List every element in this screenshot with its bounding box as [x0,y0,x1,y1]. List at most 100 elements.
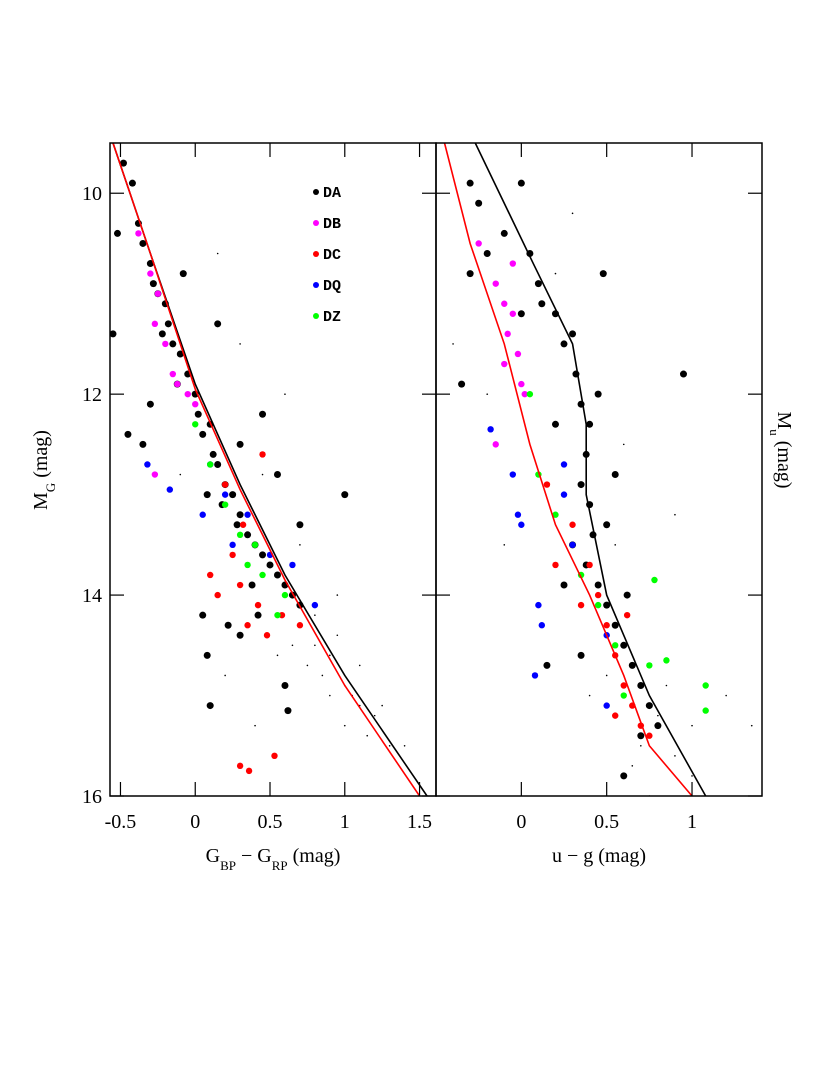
data-point [487,426,494,433]
x-tick-label: 1 [687,811,697,833]
data-point [244,531,252,539]
x-tick-label: -0.5 [105,811,137,833]
data-point [259,571,266,579]
data-point [514,350,522,358]
data-point [534,280,542,288]
data-point [458,380,466,388]
data-point [306,664,309,667]
data-point [289,561,296,569]
data-point [620,682,627,689]
data-point [586,561,593,569]
data-point [543,481,551,488]
data-point [637,681,645,689]
data-point [135,230,142,237]
data-point [110,330,117,338]
data-point [612,712,619,719]
y-tick-label: 12 [82,384,102,406]
data-point [245,767,253,775]
data-point [296,521,304,529]
data-point [654,722,662,730]
model-curve [443,143,693,796]
data-point [147,270,154,277]
data-point [229,551,236,559]
legend-label: DC [323,247,341,264]
data-point [571,212,574,215]
data-point [146,400,154,408]
data-point [750,724,753,727]
data-point [665,684,668,687]
data-point [271,752,278,760]
data-point [560,491,568,498]
data-point [599,270,607,278]
data-point [560,581,568,589]
data-point [164,320,172,328]
data-point [509,310,517,317]
data-point [199,611,207,619]
data-point [261,473,264,476]
data-point [206,571,214,579]
legend-label: DB [323,216,341,233]
data-point [233,521,241,529]
data-point [577,601,585,609]
legend-label: DZ [323,309,341,326]
data-point [594,591,602,599]
axis-label-part: M [30,492,52,510]
data-point [640,744,642,747]
axis-label-part: G [206,845,220,867]
legend-marker [313,282,319,288]
model-curve [474,143,707,796]
data-point [311,601,319,609]
plot-area [443,143,753,796]
data-point [154,290,162,297]
data-point [603,521,611,529]
data-point [674,513,676,516]
data-point [166,486,174,493]
data-point [603,601,611,609]
data-point [224,674,226,677]
data-point [259,451,266,458]
data-point [139,440,147,448]
data-point [239,521,247,528]
data-point [514,511,522,518]
data-point [594,581,602,589]
axis-label-part: (mag) [30,430,52,483]
axis-label-part: u [768,429,783,436]
data-point [236,440,244,448]
data-point [221,481,229,488]
data-point [229,541,236,549]
axis-label: MG (mag) [30,430,58,510]
data-point [276,654,279,657]
data-point [221,491,229,498]
data-point [504,330,511,338]
data-point [594,601,602,609]
data-point [645,702,653,710]
data-point [569,330,577,338]
axis-label: GBP − GRP (mag) [206,845,341,873]
data-point [594,390,602,398]
data-point [637,732,645,740]
data-point [336,594,339,596]
data-point [501,360,508,368]
data-point [236,531,244,538]
plot-area [110,143,428,796]
data-point [475,240,482,247]
data-point [203,651,211,659]
y-tick-label: 16 [82,786,102,808]
data-point [278,611,286,619]
data-point [151,320,159,328]
data-point [314,644,316,647]
data-point [702,682,709,689]
x-tick-label: 1 [340,811,350,833]
data-point [560,340,568,348]
legend-marker [313,313,319,319]
data-point [614,544,617,546]
data-point [526,390,534,398]
data-point [139,239,147,247]
data-point [628,661,636,669]
data-point [552,511,559,518]
data-point [343,724,346,727]
data-point [501,300,508,307]
data-point [151,471,159,478]
data-point [577,481,585,489]
data-point [236,631,244,639]
